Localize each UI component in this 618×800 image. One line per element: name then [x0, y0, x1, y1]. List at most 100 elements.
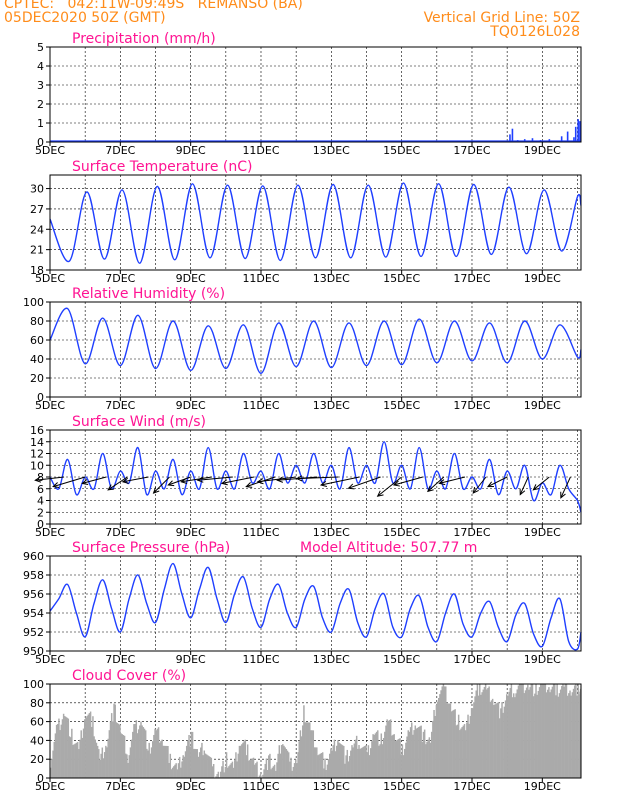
cloud-bar [430, 731, 433, 778]
wind-arrow-head [295, 475, 303, 482]
cloud-bar [421, 741, 424, 778]
cloud-bar [156, 728, 159, 778]
wind-arrow-head [472, 487, 479, 494]
y-tick-label: 3 [37, 79, 44, 92]
cloud-bar [244, 739, 247, 778]
cloud-bar [266, 770, 269, 778]
x-tick-label: 5DEC [35, 144, 65, 157]
cloud-bar [394, 741, 397, 778]
cloud-bar [537, 690, 540, 778]
cloud-bar [565, 684, 568, 778]
cloud-bar [282, 744, 284, 778]
cloud-bar [320, 753, 323, 778]
cloud-bar [541, 684, 543, 778]
cloud-bar [420, 725, 422, 778]
y-tick-label: 12 [30, 448, 44, 461]
cloud-bar [273, 764, 276, 778]
cloud-bar [216, 774, 218, 778]
cloud-bar [237, 753, 240, 778]
cloud-bar [450, 711, 453, 778]
cloud-bar [197, 756, 200, 778]
cloud-bar [479, 684, 481, 778]
cloud-bar [58, 718, 60, 778]
panel-title: Precipitation (mm/h) [72, 31, 216, 47]
wind-arrow-head [486, 481, 494, 488]
cloud-bar [469, 716, 472, 778]
precip-bar [511, 128, 514, 142]
cloud-bar [372, 734, 374, 778]
x-tick-label: 15DEC [383, 780, 420, 793]
cloud-bar [387, 720, 390, 778]
cloud-bar [556, 684, 558, 778]
cloud-bar [200, 747, 202, 778]
series-line [49, 441, 582, 513]
cloud-bar [578, 684, 579, 778]
cloud-bar [562, 684, 564, 778]
cloud-bar [477, 695, 480, 778]
y-tick-label: 100 [23, 296, 44, 309]
cloud-bar [75, 742, 78, 778]
cloud-bar [283, 745, 285, 778]
y-tick-label: 6 [37, 483, 44, 496]
cloud-bar [269, 753, 271, 778]
precip-bar [573, 137, 575, 142]
cloud-bar [66, 717, 68, 778]
cloud-bar [346, 749, 349, 778]
cloud-bar [243, 741, 245, 778]
cloud-bar [224, 766, 227, 778]
cloud-bar [302, 725, 304, 778]
panel-frame [49, 46, 582, 143]
cloud-bar [535, 684, 537, 778]
cloud-bar [575, 684, 577, 778]
cloud-bar [100, 753, 102, 778]
model-code: TQ0126L028 [490, 24, 580, 40]
cloud-bar [92, 716, 94, 778]
panel-title: Relative Humidity (%) [72, 286, 225, 302]
cloud-bar [155, 730, 157, 778]
cloud-bar [531, 684, 534, 778]
wind-arrow-head [347, 483, 355, 490]
cloud-bar [338, 742, 340, 778]
cloud-bar [310, 730, 312, 778]
y-tick-label: 60 [30, 334, 44, 347]
x-tick-label: 19DEC [524, 272, 561, 285]
cloud-bar [148, 742, 150, 778]
cloud-bar [491, 698, 494, 778]
cloud-bar [153, 734, 155, 778]
y-tick-label: 20 [30, 753, 44, 766]
wind-arrow [153, 476, 170, 494]
cloud-bar [253, 764, 256, 778]
cloud-bar [324, 758, 326, 778]
cloud-bar [246, 744, 249, 778]
cloud-bar [103, 752, 106, 778]
cloud-bar [405, 742, 407, 778]
cloud-bar [503, 706, 506, 778]
cloud-bar [323, 768, 325, 778]
y-tick-label: 27 [30, 203, 44, 216]
cloud-bar [432, 720, 434, 778]
cloud-bar [504, 700, 507, 778]
cloud-bar [306, 722, 309, 778]
cloud-bar [54, 733, 57, 778]
cloud-bar [113, 703, 115, 778]
cloud-bar [539, 684, 542, 778]
wind-arrow-head [121, 477, 129, 484]
cloud-bar [455, 725, 458, 778]
cloud-bar [366, 752, 368, 778]
panel-title: Surface Temperature (nC) [72, 159, 253, 175]
cloud-bar [331, 750, 333, 778]
wind-arrow-head [81, 479, 89, 486]
cloud-bar [340, 744, 343, 778]
cloud-bar [538, 687, 541, 778]
x-tick-label: 13DEC [313, 272, 350, 285]
cloud-bar [69, 737, 72, 778]
cloud-bar [328, 753, 331, 778]
cloud-bar [348, 755, 351, 778]
cloud-bar [530, 684, 533, 778]
cloud-bar [536, 694, 538, 778]
cloud-bar [527, 684, 529, 778]
cloud-bar [357, 748, 359, 778]
cloud-bar [573, 685, 576, 778]
cloud-bar [579, 691, 581, 778]
wind-arrow [377, 476, 402, 497]
